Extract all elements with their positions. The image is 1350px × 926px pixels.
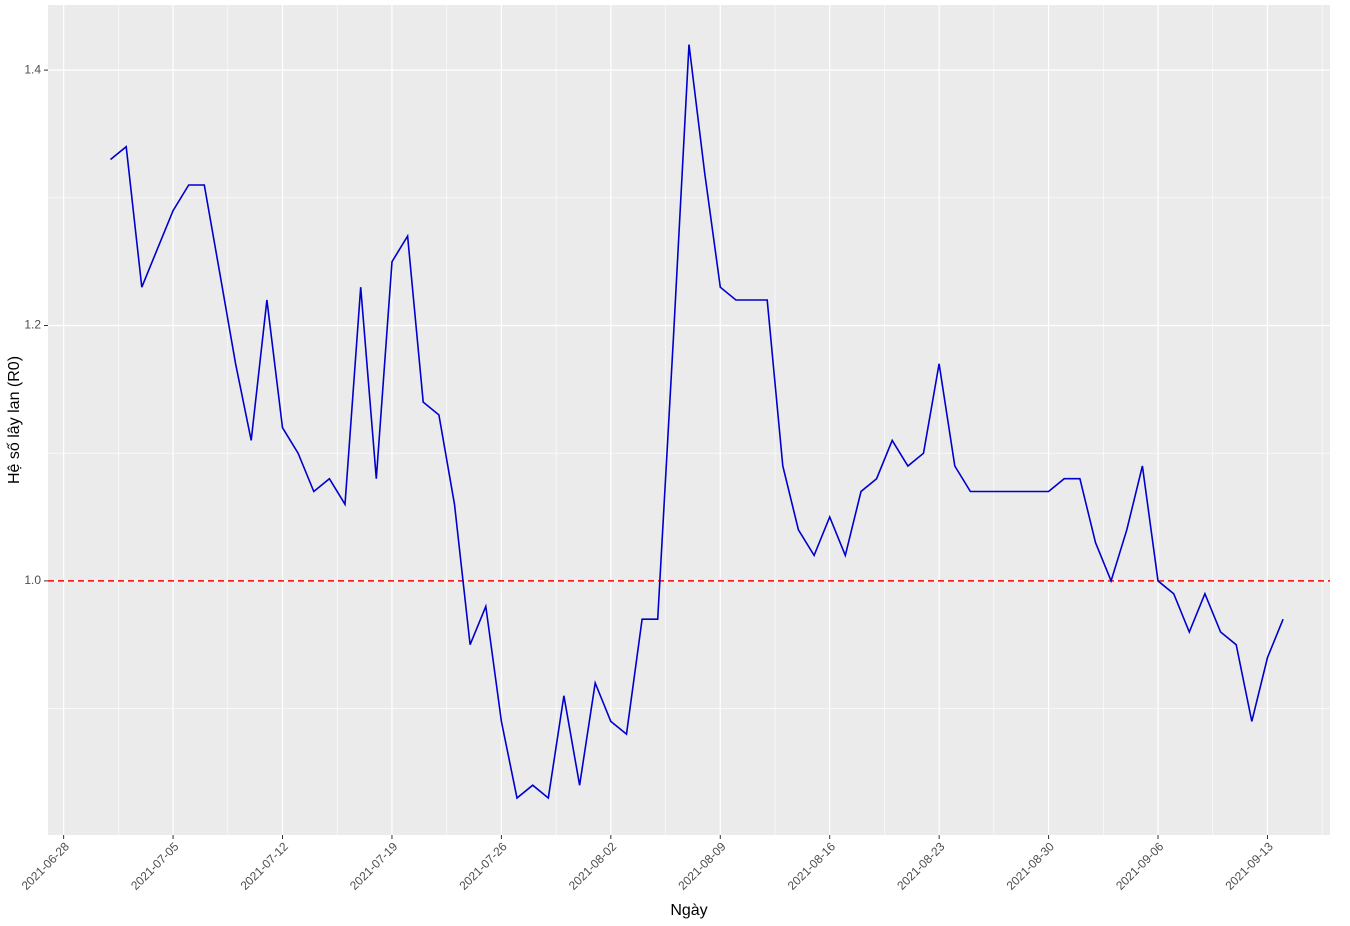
x-tick-label: 2021-09-06 xyxy=(1113,839,1167,893)
x-tick-label: 2021-07-12 xyxy=(238,839,292,893)
y-tick-label: 1.4 xyxy=(24,62,41,76)
y-tick-label: 1.2 xyxy=(24,318,41,332)
x-tick-label: 2021-07-26 xyxy=(456,839,510,893)
panel xyxy=(48,5,1330,835)
x-tick-label: 2021-09-13 xyxy=(1223,839,1277,893)
x-tick-label: 2021-08-02 xyxy=(566,839,620,893)
x-tick-label: 2021-06-28 xyxy=(19,839,73,893)
x-axis-label: Ngày xyxy=(670,902,707,919)
x-tick-label: 2021-07-05 xyxy=(128,839,182,893)
y-axis-label: Hệ số lây lan (R0) xyxy=(6,356,23,484)
x-tick-label: 2021-08-16 xyxy=(785,839,839,893)
y-tick-label: 1.0 xyxy=(24,573,41,587)
x-tick-label: 2021-08-09 xyxy=(675,839,729,893)
x-tick-label: 2021-07-19 xyxy=(347,839,401,893)
x-tick-label: 2021-08-23 xyxy=(894,839,948,893)
data-line xyxy=(109,44,1284,800)
x-tick-label: 2021-08-30 xyxy=(1004,839,1058,893)
